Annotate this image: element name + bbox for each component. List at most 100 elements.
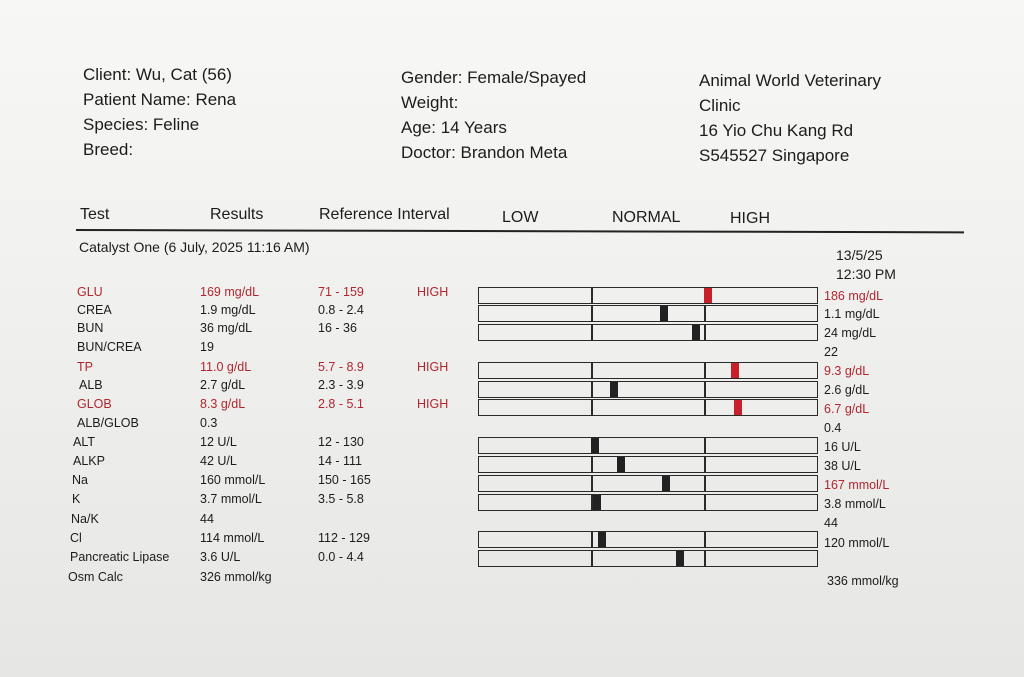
test-name: BUN	[77, 321, 104, 335]
test-result: 12 U/L	[200, 435, 237, 449]
test-result: 44	[200, 512, 214, 526]
test-name: Na/K	[71, 512, 99, 526]
test-name: ALKP	[73, 454, 105, 468]
low-normal-divider	[591, 551, 593, 566]
previous-date: 13/5/25	[836, 247, 883, 263]
result-flag: HIGH	[417, 397, 449, 411]
test-result: 42 U/L	[200, 454, 237, 468]
result-marker	[675, 551, 684, 566]
result-marker	[609, 382, 618, 397]
column-header-test: Test	[80, 206, 110, 223]
previous-result: 1.1 mg/dL	[824, 307, 880, 321]
normal-high-divider	[704, 363, 706, 378]
previous-result: 120 mmol/L	[824, 536, 890, 550]
normal-high-divider	[704, 476, 706, 491]
test-result: 160 mmol/L	[200, 473, 266, 487]
patient-details: Gender: Female/Spayed Weight: Age: 14 Ye…	[401, 65, 586, 165]
test-result: 1.9 mg/dL	[200, 303, 256, 317]
reference-interval: 112 - 129	[318, 531, 370, 545]
result-flag: HIGH	[417, 285, 449, 299]
test-name: Na	[72, 473, 88, 487]
previous-result: 167 mmol/L	[824, 478, 890, 492]
test-name: BUN/CREA	[77, 340, 142, 354]
age-label: Age: 14 Years	[401, 118, 507, 137]
test-result: 3.7 mmol/L	[200, 492, 262, 506]
test-name: CREA	[77, 303, 112, 317]
normal-high-divider	[704, 532, 706, 547]
gender-label: Gender: Female/Spayed	[401, 68, 587, 87]
breed-label: Breed:	[83, 140, 134, 159]
reference-interval: 14 - 111	[318, 454, 363, 468]
test-result: 169 mg/dL	[200, 285, 260, 299]
previous-time: 12:30 PM	[836, 266, 896, 282]
previous-result: 336 mmol/kg	[827, 574, 899, 588]
range-bar	[478, 456, 818, 473]
test-name: Cl	[70, 531, 82, 545]
low-normal-divider	[591, 363, 593, 378]
result-marker	[731, 363, 740, 378]
session-label: Catalyst One (6 July, 2025 11:16 AM)	[79, 239, 310, 255]
previous-result: 16 U/L	[824, 440, 861, 454]
patient-info: Client: Wu, Cat (56) Patient Name: Rena …	[83, 62, 236, 162]
range-bar	[478, 305, 818, 322]
patient-name-label: Patient Name: Rena	[83, 90, 237, 109]
test-name: K	[72, 492, 81, 506]
test-name: ALB/GLOB	[77, 416, 139, 430]
normal-high-divider	[704, 306, 706, 321]
range-bar	[478, 437, 818, 454]
normal-high-divider	[704, 457, 706, 472]
previous-result: 44	[824, 516, 838, 530]
test-result: 114 mmol/L	[200, 531, 265, 545]
column-header-normal: NORMAL	[612, 209, 681, 226]
range-bar	[478, 494, 818, 511]
species-label: Species: Feline	[83, 115, 200, 134]
result-marker	[704, 288, 713, 303]
clinic-address-line2: S545527 Singapore	[699, 146, 850, 165]
normal-high-divider	[704, 551, 706, 566]
low-normal-divider	[591, 400, 593, 415]
reference-interval: 71 - 159	[318, 285, 364, 299]
clinic-info: Animal World Veterinary Clinic 16 Yio Ch…	[699, 68, 881, 168]
normal-high-divider	[704, 495, 706, 510]
previous-result: 24 mg/dL	[824, 326, 877, 340]
reference-interval: 12 - 130	[318, 435, 364, 449]
low-normal-divider	[591, 457, 593, 472]
reference-interval: 3.5 - 5.8	[318, 492, 364, 506]
header-rule	[75, 229, 964, 234]
test-name: Osm Calc	[68, 570, 123, 584]
result-marker	[660, 306, 669, 321]
reference-interval: 5.7 - 8.9	[318, 360, 364, 374]
result-marker	[598, 532, 606, 547]
reference-interval: 2.3 - 3.9	[318, 378, 364, 392]
previous-result: 186 mg/dL	[824, 289, 884, 303]
result-marker	[692, 325, 701, 340]
test-result: 11.0 g/dL	[200, 360, 252, 374]
range-bar	[478, 362, 818, 379]
result-marker	[592, 495, 601, 510]
range-bar	[478, 550, 818, 567]
test-name: ALB	[79, 378, 103, 392]
test-result: 8.3 g/dL	[200, 397, 246, 411]
previous-result: 2.6 g/dL	[824, 383, 870, 397]
weight-label: Weight:	[401, 93, 459, 112]
test-name: Pancreatic Lipase	[70, 550, 170, 564]
range-bar	[478, 475, 818, 492]
test-result: 326 mmol/kg	[200, 570, 272, 584]
result-marker	[591, 438, 600, 453]
result-marker	[734, 400, 743, 415]
previous-result: 3.8 mmol/L	[824, 497, 886, 511]
reference-interval: 0.0 - 4.4	[318, 550, 364, 564]
result-flag: HIGH	[417, 360, 449, 374]
clinic-name-line1: Animal World Veterinary	[699, 71, 882, 90]
test-result: 3.6 U/L	[200, 550, 241, 564]
test-result: 0.3	[200, 416, 218, 430]
clinic-name-line2: Clinic	[699, 96, 741, 115]
test-result: 2.7 g/dL	[200, 378, 246, 392]
previous-result: 0.4	[824, 421, 842, 435]
previous-result: 9.3 g/dL	[824, 364, 870, 378]
client-label: Client: Wu, Cat (56)	[83, 65, 232, 84]
range-bar	[478, 531, 818, 548]
test-name: GLOB	[77, 397, 112, 411]
range-bar	[478, 324, 818, 341]
